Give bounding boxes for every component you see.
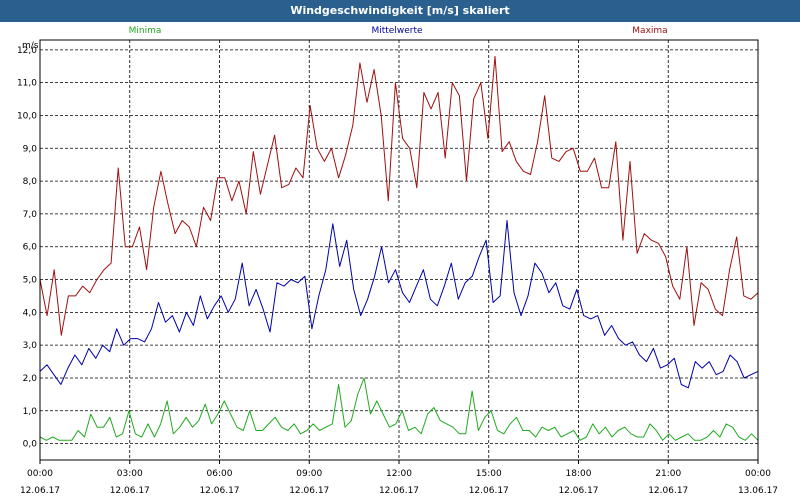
x-tick-time: 18:00 (566, 469, 592, 479)
series-line-mittelwerte (39, 220, 759, 389)
x-tick-date: 12.06.17 (469, 486, 509, 496)
y-tick-label: 3,0 (23, 341, 38, 351)
x-tick-date: 12.06.17 (379, 486, 419, 496)
series-lines (39, 55, 759, 441)
y-tick-label: 9,0 (23, 144, 38, 154)
x-tick-time: 21:00 (655, 469, 681, 479)
legend-mittelwerte: Mittelwerte (371, 26, 422, 36)
legend-maxima: Maxima (632, 26, 667, 36)
y-tick-label: 6,0 (23, 243, 38, 253)
y-axis-unit-label: m/s (22, 41, 39, 51)
y-tick-label: 1,0 (23, 407, 38, 417)
axis-ticks: 0,0 1,0 2,0 3,0 4,0 5,0 6,0 7,0 8,0 9,0 10,0 11,0 12… (17, 46, 778, 496)
x-tick-time: 09:00 (296, 469, 322, 479)
y-tick-label: 5,0 (23, 276, 38, 286)
y-tick-label: 11,0 (17, 79, 37, 89)
y-tick-label: 12,0 (17, 46, 37, 56)
y-tick-label: 4,0 (23, 308, 38, 318)
x-tick-date: 12.06.17 (648, 486, 688, 496)
y-tick-label: 0,0 (23, 440, 38, 450)
x-tick-date: 12.06.17 (110, 486, 150, 496)
x-tick-time: 06:00 (207, 469, 233, 479)
y-tick-label: 2,0 (23, 374, 38, 384)
wind-speed-chart: 0,0 1,0 2,0 3,0 4,0 5,0 6,0 7,0 8,0 9,0 10,0 11,0 12… (0, 22, 800, 500)
series-line-maxima (39, 55, 759, 336)
y-tick-label: 10,0 (17, 111, 37, 121)
series-line-minima (39, 377, 759, 441)
chart-title: Windgeschwindigkeit [m/s] skaliert (0, 0, 800, 22)
y-tick-label: 8,0 (23, 177, 38, 187)
x-tick-time: 03:00 (117, 469, 143, 479)
x-tick-date: 12.06.17 (199, 486, 239, 496)
x-tick-date: 13.06.17 (738, 486, 778, 496)
x-tick-time: 00:00 (745, 469, 771, 479)
plot-background (0, 22, 800, 500)
x-tick-time: 12:00 (386, 469, 412, 479)
x-tick-time: 00:00 (27, 469, 53, 479)
y-tick-label: 7,0 (23, 210, 38, 220)
x-tick-time: 15:00 (476, 469, 502, 479)
x-tick-date: 12.06.17 (20, 486, 60, 496)
x-tick-date: 12.06.17 (289, 486, 329, 496)
x-tick-date: 12.06.17 (558, 486, 598, 496)
legend-minima: Minima (129, 26, 162, 36)
